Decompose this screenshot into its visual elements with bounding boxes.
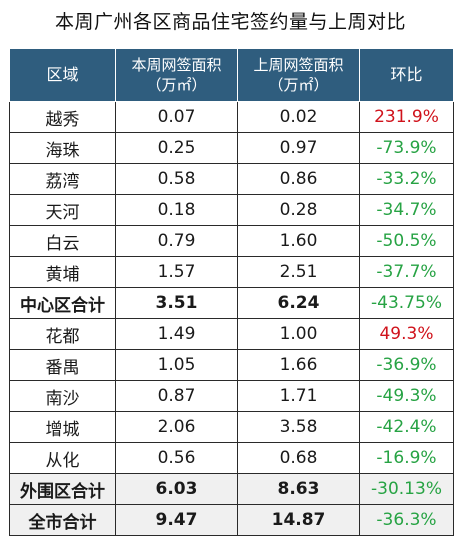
cell-this-week: 6.03 xyxy=(115,473,238,505)
cell-district: 越秀 xyxy=(9,101,116,133)
table-row: 荔湾 0.58 0.86 -33.2% xyxy=(9,163,454,195)
cell-this-week: 3.51 xyxy=(115,287,238,319)
cell-change: -16.9% xyxy=(359,442,454,474)
header-change-label: 环比 xyxy=(390,65,423,84)
cell-last-week: 1.66 xyxy=(237,349,360,381)
cell-change: 49.3% xyxy=(359,318,454,350)
table-row: 从化 0.56 0.68 -16.9% xyxy=(9,442,454,474)
cell-this-week: 1.49 xyxy=(115,318,238,350)
table-row: 天河 0.18 0.28 -34.7% xyxy=(9,194,454,226)
subtotal-row-central: 中心区合计 3.51 6.24 -43.75% xyxy=(9,287,454,319)
cell-change: 231.9% xyxy=(359,101,454,133)
cell-last-week: 0.28 xyxy=(237,194,360,226)
header-last-week: 上周网签面积 （万㎡） xyxy=(237,48,360,102)
table-row: 白云 0.79 1.60 -50.5% xyxy=(9,225,454,257)
cell-change: -30.13% xyxy=(359,473,454,505)
cell-district: 花都 xyxy=(9,318,116,350)
cell-last-week: 0.68 xyxy=(237,442,360,474)
cell-district: 荔湾 xyxy=(9,163,116,195)
header-last-week-unit: （万㎡） xyxy=(268,76,329,94)
table-row: 增城 2.06 3.58 -42.4% xyxy=(9,411,454,443)
header-district-label: 区域 xyxy=(46,65,79,84)
cell-this-week: 0.18 xyxy=(115,194,238,226)
cell-this-week: 1.57 xyxy=(115,256,238,288)
cell-district: 海珠 xyxy=(9,132,116,164)
cell-this-week: 0.79 xyxy=(115,225,238,257)
subtotal-row-outer: 外围区合计 6.03 8.63 -30.13% xyxy=(9,473,454,505)
cell-change: -33.2% xyxy=(359,163,454,195)
cell-last-week: 1.71 xyxy=(237,380,360,412)
cell-last-week: 3.58 xyxy=(237,411,360,443)
cell-this-week: 0.58 xyxy=(115,163,238,195)
cell-district: 天河 xyxy=(9,194,116,226)
header-this-week-label: 本周网签面积 xyxy=(131,56,222,74)
cell-district: 番禺 xyxy=(9,349,116,381)
cell-last-week: 0.02 xyxy=(237,101,360,133)
table-row: 海珠 0.25 0.97 -73.9% xyxy=(9,132,454,164)
header-last-week-label: 上周网签面积 xyxy=(253,56,344,74)
cell-change: -49.3% xyxy=(359,380,454,412)
cell-last-week: 14.87 xyxy=(237,504,360,536)
cell-last-week: 1.00 xyxy=(237,318,360,350)
cell-this-week: 1.05 xyxy=(115,349,238,381)
header-this-week-unit: （万㎡） xyxy=(146,76,207,94)
cell-this-week: 2.06 xyxy=(115,411,238,443)
cell-district: 白云 xyxy=(9,225,116,257)
cell-this-week: 9.47 xyxy=(115,504,238,536)
cell-change: -73.9% xyxy=(359,132,454,164)
cell-change: -43.75% xyxy=(359,287,454,319)
cell-change: -37.7% xyxy=(359,256,454,288)
table-row: 越秀 0.07 0.02 231.9% xyxy=(9,101,454,133)
cell-last-week: 1.60 xyxy=(237,225,360,257)
cell-district: 增城 xyxy=(9,411,116,443)
cell-change: -36.9% xyxy=(359,349,454,381)
cell-district: 外围区合计 xyxy=(9,473,116,505)
table-row: 番禺 1.05 1.66 -36.9% xyxy=(9,349,454,381)
cell-last-week: 0.86 xyxy=(237,163,360,195)
total-row-city: 全市合计 9.47 14.87 -36.3% xyxy=(9,504,454,536)
cell-this-week: 0.07 xyxy=(115,101,238,133)
cell-change: -36.3% xyxy=(359,504,454,536)
cell-last-week: 8.63 xyxy=(237,473,360,505)
header-this-week: 本周网签面积 （万㎡） xyxy=(115,48,238,102)
cell-last-week: 2.51 xyxy=(237,256,360,288)
cell-change: -42.4% xyxy=(359,411,454,443)
district-sales-table: 区域 本周网签面积 （万㎡） 上周网签面积 （万㎡） 环比 越秀 0.07 0 xyxy=(9,48,454,536)
cell-last-week: 0.97 xyxy=(237,132,360,164)
cell-district: 中心区合计 xyxy=(9,287,116,319)
header-district: 区域 xyxy=(9,48,116,102)
cell-district: 南沙 xyxy=(9,380,116,412)
table-header-row: 区域 本周网签面积 （万㎡） 上周网签面积 （万㎡） 环比 xyxy=(9,48,454,102)
cell-district: 黄埔 xyxy=(9,256,116,288)
page-title: 本周广州各区商品住宅签约量与上周对比 xyxy=(54,11,406,33)
cell-change: -50.5% xyxy=(359,225,454,257)
cell-this-week: 0.25 xyxy=(115,132,238,164)
table-row: 黄埔 1.57 2.51 -37.7% xyxy=(9,256,454,288)
header-change: 环比 xyxy=(359,48,454,102)
cell-this-week: 0.87 xyxy=(115,380,238,412)
cell-district: 从化 xyxy=(9,442,116,474)
cell-district: 全市合计 xyxy=(9,504,116,536)
table-row: 花都 1.49 1.00 49.3% xyxy=(9,318,454,350)
cell-last-week: 6.24 xyxy=(237,287,360,319)
table-row: 南沙 0.87 1.71 -49.3% xyxy=(9,380,454,412)
cell-this-week: 0.56 xyxy=(115,442,238,474)
cell-change: -34.7% xyxy=(359,194,454,226)
